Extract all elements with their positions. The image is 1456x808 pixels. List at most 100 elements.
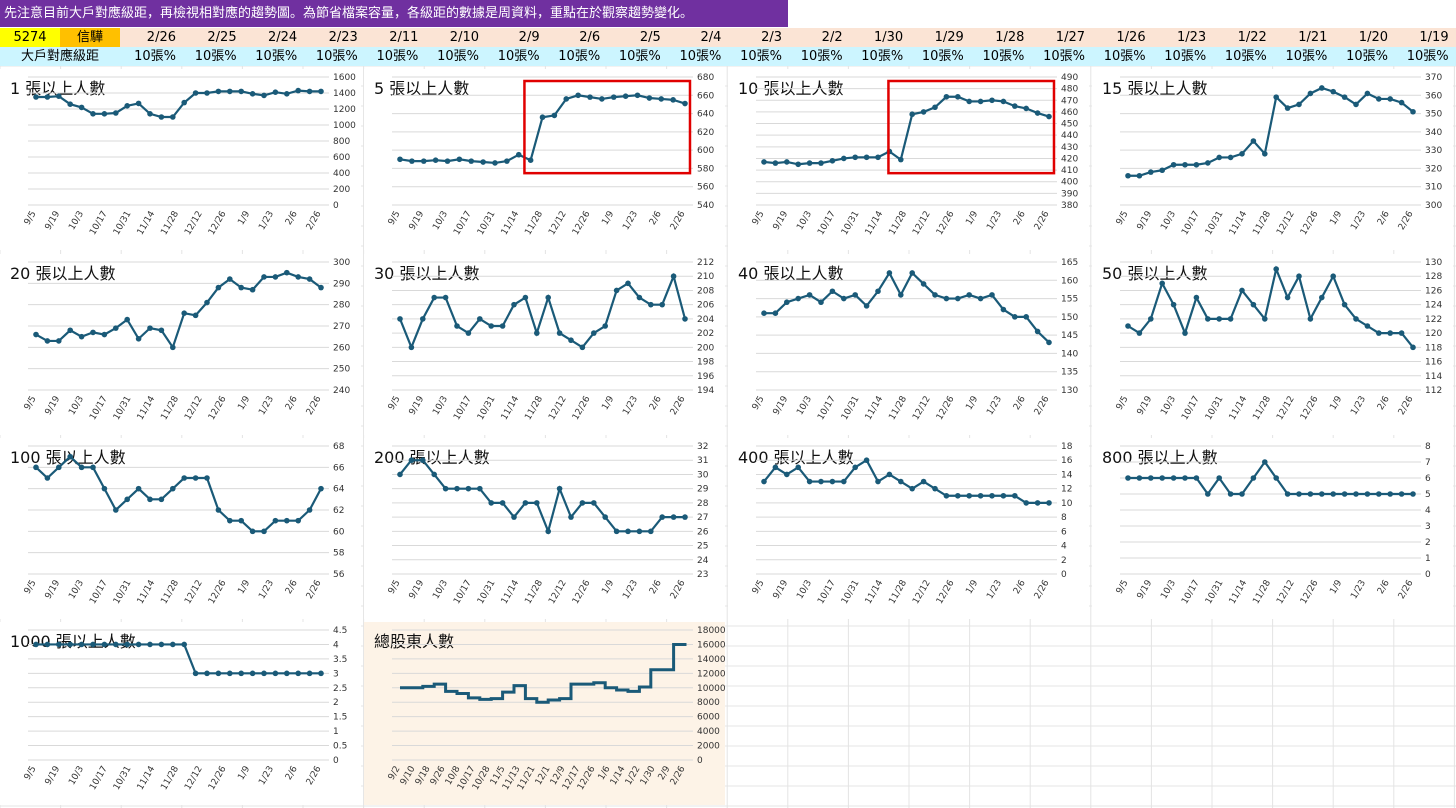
data-point [634,92,641,99]
chart-plot: 0 0.5 1 1.5 2 2.5 3 3.5 4 4.5 9/5 9/19 10/3 10/17 10/3… [23,626,348,792]
data-point [181,99,187,106]
date-header-cell[interactable]: 2/24 [267,30,298,45]
percent-cell[interactable]: 10張% [134,49,176,64]
percent-cell[interactable]: 10張% [497,49,540,64]
x-tick-label: 10/31 [1204,210,1226,237]
percent-cell[interactable]: 10張% [1043,49,1085,64]
chart-panel[interactable]: 10 張以上人數 380 390 400 410 420 430 440 450 460 470 48… [728,69,1089,250]
data-point [613,528,620,535]
x-tick-label: 2/26 [1033,209,1052,232]
date-header-cell[interactable]: 1/30 [873,30,904,45]
stock-code-cell[interactable]: 5274 [0,28,60,47]
date-header-cell[interactable]: 2/10 [449,30,479,45]
x-tick-label: 2/26 [669,578,688,601]
date-header-cell[interactable]: 1/28 [995,30,1025,45]
data-point [147,111,153,117]
data-point [284,91,290,97]
y-tick-label: 3.5 [333,655,347,665]
date-header-cell[interactable]: 2/23 [328,30,358,45]
y-tick-label: 212 [697,258,714,268]
x-tick-label: 12/26 [1299,578,1321,606]
x-tick-label: 11/28 [887,209,909,237]
percent-cell[interactable]: 10張% [1346,49,1388,64]
y-tick-label: 2000 [697,742,720,752]
stock-name-cell[interactable]: 信驊 [60,28,120,47]
x-tick-label: 2/6 [648,578,664,596]
date-header-cell[interactable]: 1/27 [1055,30,1085,45]
chart-panel[interactable]: 5 張以上人數 540 560 580 600 620 640 660 680 9/5 9/19 10… [364,69,725,250]
data-point [1023,314,1029,320]
data-point [568,337,574,344]
percent-cell[interactable]: 10張% [255,49,298,64]
y-tick-label: 206 [697,301,714,311]
percent-cell[interactable]: 10張% [1164,49,1207,64]
chart-plot: 240 250 260 270 280 290 300 9/5 9/19 10/3 10/17 10/… [23,258,351,422]
data-point [181,310,187,316]
data-point [420,158,427,164]
y-tick-label: 2.5 [333,684,347,694]
chart-panel[interactable]: 20 張以上人數 240 250 260 270 280 290 300 9/5 9/19 10/3… [0,254,361,435]
chart-panel[interactable]: 1000 張以上人數 0 0.5 1 1.5 2 2.5 3 3.5 4 4.5 9/5 9/19 10/… [0,622,361,805]
data-point [261,92,267,99]
percent-cell[interactable]: 10張% [1103,49,1146,64]
data-point [67,101,73,107]
percent-cell[interactable]: 10張% [437,49,479,64]
percent-cell[interactable]: 10張% [376,49,419,64]
chart-panel[interactable]: 200 張以上人數 23 24 25 26 27 28 29 30 31 32 9/5 9/19 10/3… [364,438,725,619]
date-header-cell[interactable]: 2/5 [639,30,661,45]
percent-cell[interactable]: 10張% [558,49,601,64]
data-point [1341,301,1348,308]
date-header-cell[interactable]: 2/4 [700,30,722,45]
y-tick-label: 1400 [333,89,356,99]
date-header-cell[interactable]: 2/11 [389,30,419,45]
percent-cell[interactable]: 10張% [861,49,904,64]
y-tick-label: 1.5 [333,713,347,723]
percent-cell[interactable]: 10張% [1224,49,1267,64]
chart-panel[interactable]: 30 張以上人數 194 196 198 200 202 204 206 208 210 212 9/… [364,254,725,435]
percent-cell[interactable]: 10張% [679,49,722,64]
percent-cell[interactable]: 10張% [740,49,782,64]
data-point [575,92,581,99]
date-header-cell[interactable]: 2/26 [146,30,176,45]
date-header-cell[interactable]: 1/23 [1176,30,1207,45]
chart-panel[interactable]: 總股東人數 0 2000 4000 6000 8000 10000 12000 14000 160… [364,622,725,805]
date-header-cell[interactable]: 1/19 [1419,30,1449,45]
percent-cell[interactable]: 10張% [1406,49,1449,64]
x-tick-label: 2/6 [284,764,300,782]
date-header-cell[interactable]: 1/26 [1116,30,1146,45]
date-header-cell[interactable]: 2/25 [207,30,237,45]
chart-panel[interactable]: 800 張以上人數 0 1 2 3 4 5 6 7 8 9/5 9/19 10/3 10/17 10/31 1… [1092,438,1453,619]
percent-cell[interactable]: 10張% [921,49,964,64]
date-header-cell[interactable]: 2/2 [821,30,843,45]
chart-panel[interactable]: 40 張以上人數 130 135 140 145 150 155 160 165 9/5 9/19 1… [728,254,1089,435]
date-header-cell[interactable]: 2/6 [579,30,601,45]
data-point [772,160,779,166]
data-point [158,496,165,503]
x-tick-label: 10/31 [112,210,134,237]
chart-panel[interactable]: 100 張以上人數 56 58 60 62 64 66 68 9/5 9/19 10/3 10/17 1… [0,438,361,619]
percent-cell[interactable]: 10張% [800,49,843,64]
date-header-cell[interactable]: 1/20 [1358,30,1388,45]
data-point [863,154,870,161]
x-tick-label: 11/14 [864,578,886,606]
date-header-cell[interactable]: 1/21 [1298,30,1328,45]
y-tick-label: 7 [1425,458,1431,468]
percent-cell[interactable]: 10張% [982,49,1025,64]
chart-panel[interactable]: 15 張以上人數 300 310 320 330 340 350 360 370 9/5 9/19 1… [1092,69,1453,250]
percent-cell[interactable]: 10張% [194,49,237,64]
chart-panel[interactable]: 50 張以上人數 112 114 116 118 120 122 124 126 128 130 9/… [1092,254,1453,435]
data-point [1307,491,1314,497]
x-tick-label: 10/17 [452,210,474,237]
percent-cell[interactable]: 10張% [1285,49,1328,64]
date-header-cell[interactable]: 1/29 [934,30,964,45]
x-tick-label: 1/23 [985,210,1004,233]
chart-panel[interactable]: 400 張以上人數 0 2 4 6 8 10 12 14 16 18 9/5 9/19 10/3 10/17… [728,438,1089,619]
date-header-cell[interactable]: 2/3 [761,30,782,45]
date-header-cell[interactable]: 2/9 [518,30,540,45]
data-point [1205,316,1211,322]
chart-panel[interactable]: 1 張以上人數 0 200 400 600 800 1000 1200 1400 1600 9/5 9… [0,69,361,250]
percent-cell[interactable]: 10張% [315,49,358,64]
date-header-cell[interactable]: 1/22 [1237,30,1267,45]
percent-cell[interactable]: 10張% [618,49,661,64]
y-tick-label: 27 [697,513,708,523]
